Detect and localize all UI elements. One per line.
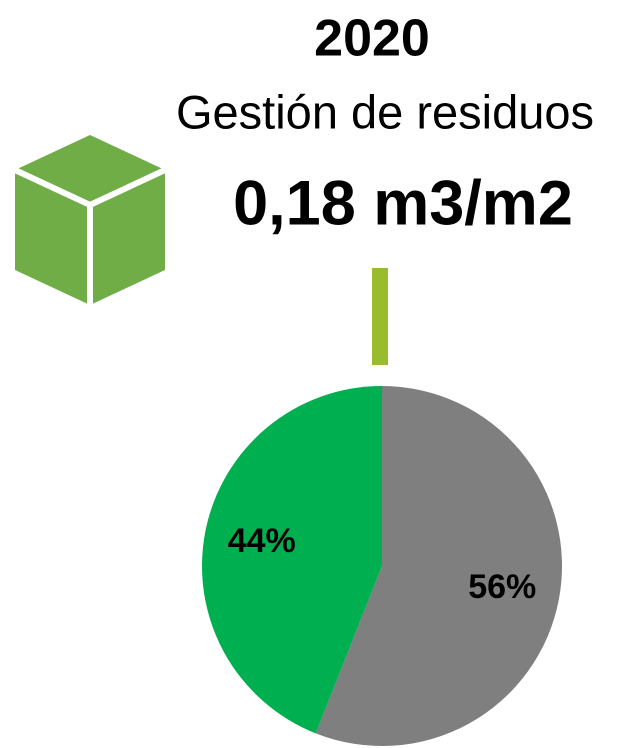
connector-bar (372, 268, 388, 365)
slice-label: 56% (468, 568, 536, 606)
cube-icon (13, 135, 167, 305)
pie-slice (315, 386, 563, 746)
pie-slice (202, 386, 382, 734)
pie: 56% 44% (202, 386, 563, 746)
subtitle: Gestión de residuos (176, 85, 594, 138)
slice-label: 44% (228, 522, 296, 560)
year-title: 2020 (314, 10, 430, 68)
metric: 0,18 m3/m2 (233, 169, 573, 239)
